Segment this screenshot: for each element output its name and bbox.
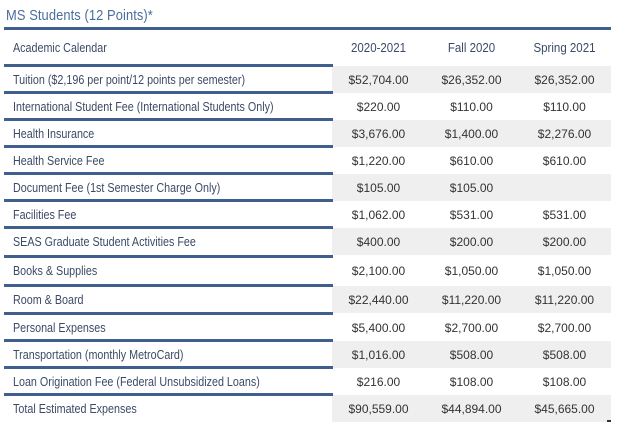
row-shading <box>332 66 611 93</box>
row-value-fall-2020: $26,352.00 <box>441 72 502 87</box>
row-divider <box>4 255 333 258</box>
row-label: Document Fee (1st Semester Charge Only) <box>13 180 221 195</box>
row-divider <box>4 284 333 287</box>
row-divider <box>4 226 333 229</box>
row-value-fall-2020: $44,894.00 <box>441 401 502 416</box>
row-value-2020-2021: $1,062.00 <box>351 207 406 222</box>
row-value-2020-2021: $3,676.00 <box>351 126 406 141</box>
table-title: MS Students (12 Points)* <box>6 7 153 24</box>
row-value-spring-2021 <box>518 174 611 201</box>
row-label: Health Service Fee <box>13 153 105 168</box>
row-value-fall-2020: $610.00 <box>449 153 494 168</box>
header-label: Academic Calendar <box>13 40 107 55</box>
row-divider <box>4 118 333 121</box>
table-row: Books & Supplies $2,100.00 $1,050.00 $1,050… <box>4 255 611 284</box>
header-col-spring-2021: Spring 2021 <box>533 40 596 55</box>
row-value-2020-2021: $1,016.00 <box>351 347 406 362</box>
table-row: Health Service Fee $1,220.00 $610.00 $610.0… <box>4 145 611 174</box>
row-label: Total Estimated Expenses <box>13 401 137 416</box>
row-label: Tuition ($2,196 per point/12 points per … <box>13 72 246 87</box>
row-value-fall-2020: $508.00 <box>449 347 494 362</box>
table-row: Document Fee (1st Semester Charge Only) $… <box>4 172 611 201</box>
row-value-spring-2021: $2,700.00 <box>537 320 592 335</box>
row-divider <box>4 393 333 396</box>
row-value-spring-2021: $108.00 <box>542 374 587 389</box>
row-divider <box>4 91 333 94</box>
row-value-2020-2021: $400.00 <box>356 234 401 249</box>
row-value-2020-2021: $90,559.00 <box>348 401 409 416</box>
row-value-2020-2021: $52,704.00 <box>348 72 409 87</box>
row-label: Personal Expenses <box>13 320 106 335</box>
row-shading <box>332 341 611 368</box>
row-value-spring-2021: $531.00 <box>542 207 587 222</box>
row-label: Room & Board <box>13 292 84 307</box>
row-shading <box>332 395 611 422</box>
row-label: SEAS Graduate Student Activities Fee <box>13 234 196 249</box>
table-row: Room & Board $22,440.00 $11,220.00 $11,220.… <box>4 284 611 313</box>
table-header: Academic Calendar 2020-2021 Fall 2020 Sp… <box>4 32 611 63</box>
row-divider <box>4 339 333 342</box>
row-label: Transportation (monthly MetroCard) <box>13 347 184 362</box>
row-label: Loan Origination Fee (Federal Unsubsidiz… <box>13 374 260 389</box>
row-label: Facilities Fee <box>13 207 77 222</box>
row-label: Health Insurance <box>13 126 95 141</box>
row-value-spring-2021: $45,665.00 <box>534 401 595 416</box>
row-value-spring-2021: $200.00 <box>542 234 587 249</box>
row-shading <box>332 120 611 147</box>
row-shading <box>332 174 611 201</box>
row-value-fall-2020: $2,700.00 <box>444 320 499 335</box>
row-value-spring-2021: $2,276.00 <box>537 126 592 141</box>
table-row: Transportation (monthly MetroCard) $1,016… <box>4 339 611 368</box>
title-rule <box>4 27 611 30</box>
row-value-2020-2021: $216.00 <box>356 374 401 389</box>
row-value-spring-2021: $26,352.00 <box>534 72 595 87</box>
row-value-spring-2021: $110.00 <box>543 99 586 114</box>
row-value-spring-2021: $1,050.00 <box>537 263 592 278</box>
row-value-2020-2021: $220.00 <box>356 99 401 114</box>
table-row: Total Estimated Expenses $90,559.00 $44,89… <box>4 393 611 422</box>
header-col-2020-2021: 2020-2021 <box>351 40 406 55</box>
row-value-2020-2021: $2,100.00 <box>351 263 406 278</box>
row-value-spring-2021: $508.00 <box>542 347 587 362</box>
row-value-fall-2020: $108.00 <box>449 374 494 389</box>
header-col-fall-2020: Fall 2020 <box>447 40 496 55</box>
row-shading <box>332 228 611 255</box>
row-value-fall-2020: $11,220.00 <box>441 292 502 307</box>
table-row: International Student Fee (International… <box>4 91 611 120</box>
row-value-spring-2021: $610.00 <box>542 153 587 168</box>
row-value-fall-2020: $1,050.00 <box>444 263 499 278</box>
row-value-spring-2021: $11,220.00 <box>534 292 595 307</box>
table-row: Tuition ($2,196 per point/12 points per … <box>4 64 611 93</box>
row-value-fall-2020: $110.00 <box>450 99 493 114</box>
row-shading <box>332 286 611 313</box>
row-label: Books & Supplies <box>13 263 98 278</box>
table-row: Personal Expenses $5,400.00 $2,700.00 $2,70… <box>4 312 611 341</box>
row-value-fall-2020: $531.00 <box>449 207 494 222</box>
table-row: SEAS Graduate Student Activities Fee $400… <box>4 226 611 255</box>
corner-mark-icon <box>607 420 611 422</box>
row-value-2020-2021: $1,220.00 <box>351 153 406 168</box>
row-divider <box>4 64 333 67</box>
row-label: International Student Fee (International… <box>13 99 274 114</box>
row-divider <box>4 366 333 369</box>
row-value-2020-2021: $22,440.00 <box>348 292 409 307</box>
row-value-fall-2020: $105.00 <box>449 180 494 195</box>
row-value-fall-2020: $200.00 <box>449 234 494 249</box>
row-value-2020-2021: $105.00 <box>356 180 401 195</box>
row-value-fall-2020: $1,400.00 <box>444 126 499 141</box>
row-divider <box>4 199 333 202</box>
table-row: Loan Origination Fee (Federal Unsubsidiz… <box>4 366 611 395</box>
row-divider <box>4 145 333 148</box>
row-divider <box>4 312 333 315</box>
row-divider <box>4 172 333 175</box>
table-row: Health Insurance $3,676.00 $1,400.00 $2,276… <box>4 118 611 147</box>
table-row: Facilities Fee $1,062.00 $531.00 $531.00 <box>4 199 611 228</box>
row-value-2020-2021: $5,400.00 <box>351 320 406 335</box>
